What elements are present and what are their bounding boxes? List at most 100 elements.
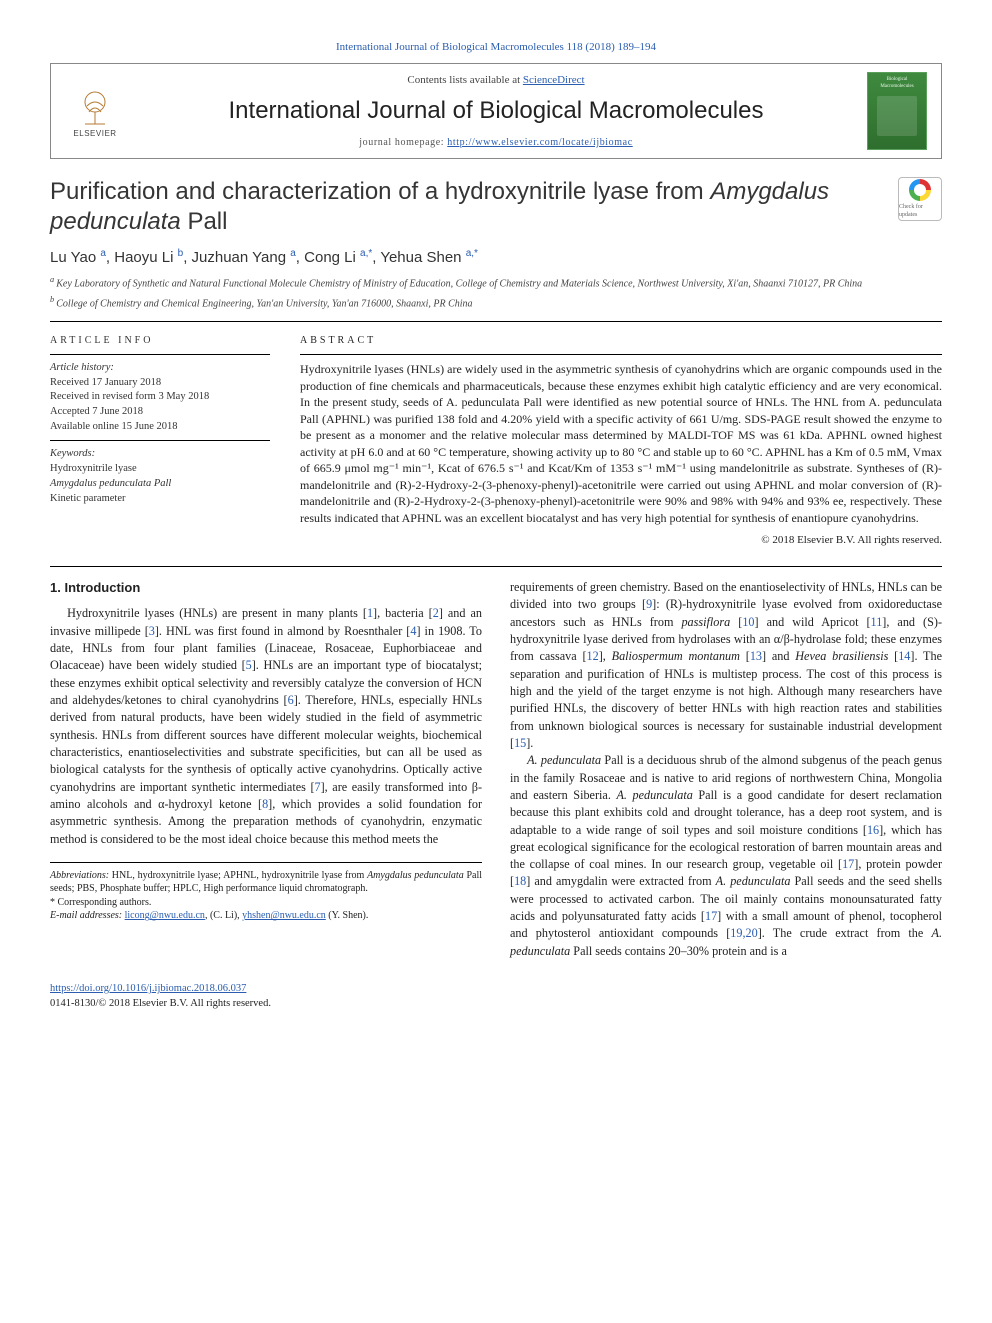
sep3: , xyxy=(296,249,304,266)
history-label: Article history: xyxy=(50,362,114,373)
abstract-body: Hydroxynitrile lyases (HNLs) are widely … xyxy=(300,361,942,526)
author-5-sup[interactable]: a,* xyxy=(466,248,478,259)
elsevier-wordmark: ELSEVIER xyxy=(73,128,116,139)
t: ], xyxy=(599,649,612,663)
ref-1920[interactable]: 19,20 xyxy=(730,926,757,940)
contents-prefix: Contents lists available at xyxy=(407,74,522,86)
t: ]. The separation and purification of HN… xyxy=(510,649,942,750)
ref-13[interactable]: 13 xyxy=(750,649,762,663)
cover-image-icon xyxy=(877,96,917,136)
t: ]. HNL was first found in almond by Roes… xyxy=(155,624,411,638)
abstract-heading: ABSTRACT xyxy=(300,334,942,348)
ref-12[interactable]: 12 xyxy=(587,649,599,663)
sciencedirect-link[interactable]: ScienceDirect xyxy=(523,74,585,86)
page-footer: https://doi.org/10.1016/j.ijbiomac.2018.… xyxy=(50,982,942,1011)
top-citation-link[interactable]: International Journal of Biological Macr… xyxy=(50,40,942,55)
check-updates-label: Check for updates xyxy=(899,203,941,220)
keyword-1: Hydroxynitrile lyase xyxy=(50,462,270,477)
t: ]. Therefore, HNLs, especially HNLs deri… xyxy=(50,693,482,794)
author-4-sup[interactable]: a,* xyxy=(360,248,372,259)
abbrev-line: Abbreviations: HNL, hydroxynitrile lyase… xyxy=(50,869,482,896)
intro-p1-right: requirements of green chemistry. Based o… xyxy=(510,579,942,752)
t: Hydroxynitrile lyases (HNLs) are present… xyxy=(67,606,367,620)
issn-line: 0141-8130/© 2018 Elsevier B.V. All right… xyxy=(50,997,942,1012)
abbrev-body: HNL, hydroxynitrile lyase; APHNL, hydrox… xyxy=(109,870,367,881)
author-3: Juzhuan Yang xyxy=(192,249,287,266)
ital-passiflora: passiflora xyxy=(681,615,730,629)
email2-post: (Y. Shen). xyxy=(326,910,369,921)
article-info-heading: ARTICLE INFO xyxy=(50,334,270,348)
intro-p2-right: A. pedunculata Pall is a deciduous shrub… xyxy=(510,752,942,960)
t: ] and amygdalin were extracted from xyxy=(526,874,715,888)
divider-top xyxy=(50,321,942,322)
journal-header: ELSEVIER Contents lists available at Sci… xyxy=(50,63,942,159)
intro-heading: 1. Introduction xyxy=(50,579,482,597)
t: ] and xyxy=(762,649,795,663)
affiliation-b: b College of Chemistry and Chemical Engi… xyxy=(50,294,942,311)
history-online: Available online 15 June 2018 xyxy=(50,420,270,435)
cover-label-1: Biological xyxy=(887,76,908,83)
ref-14[interactable]: 14 xyxy=(898,649,910,663)
ital-apall-1: A. pedunculata xyxy=(527,753,601,767)
footnotes: Abbreviations: HNL, hydroxynitrile lyase… xyxy=(50,862,482,923)
keywords-label: Keywords: xyxy=(50,448,95,459)
ref-15[interactable]: 15 xyxy=(514,736,526,750)
t: [ xyxy=(740,649,750,663)
t: ] and wild Apricot [ xyxy=(755,615,871,629)
history-received: Received 17 January 2018 xyxy=(50,376,270,391)
author-5: Yehua Shen xyxy=(380,249,461,266)
sep1: , xyxy=(106,249,114,266)
intro-p1-left: Hydroxynitrile lyases (HNLs) are present… xyxy=(50,605,482,848)
abstract-copyright: © 2018 Elsevier B.V. All rights reserved… xyxy=(300,533,942,548)
affil-a-text: Key Laboratory of Synthetic and Natural … xyxy=(56,279,862,290)
keyword-2: Amygdalus pedunculata Pall xyxy=(50,477,270,492)
title-suffix: Pall xyxy=(181,208,228,235)
elsevier-tree-icon xyxy=(73,84,117,128)
author-2: Haoyu Li xyxy=(114,249,173,266)
t: ], bacteria [ xyxy=(373,606,433,620)
ref-18[interactable]: 18 xyxy=(514,874,526,888)
ital-apall-3: A. pedunculata xyxy=(716,874,791,888)
abstract-block: ABSTRACT Hydroxynitrile lyases (HNLs) ar… xyxy=(300,334,942,548)
left-column: 1. Introduction Hydroxynitrile lyases (H… xyxy=(50,579,482,960)
author-4: Cong Li xyxy=(304,249,356,266)
doi-link[interactable]: https://doi.org/10.1016/j.ijbiomac.2018.… xyxy=(50,983,246,994)
ital-hevea: Hevea brasiliensis xyxy=(795,649,888,663)
email-2[interactable]: yhshen@nwu.edu.cn xyxy=(242,910,326,921)
crossmark-icon xyxy=(909,179,931,201)
contents-line: Contents lists available at ScienceDirec… xyxy=(139,73,853,88)
journal-homepage-line: journal homepage: http://www.elsevier.co… xyxy=(139,136,853,150)
t: ]. The crude extract from the xyxy=(758,926,932,940)
affil-b-text: College of Chemistry and Chemical Engine… xyxy=(56,298,472,309)
check-updates-badge[interactable]: Check for updates xyxy=(898,177,942,221)
email-1[interactable]: licong@nwu.edu.cn xyxy=(125,910,205,921)
title-part-1: Purification and characterization of a h… xyxy=(50,178,710,205)
article-title: Purification and characterization of a h… xyxy=(50,177,884,237)
divider-mid xyxy=(50,566,942,567)
elsevier-logo: ELSEVIER xyxy=(65,76,125,146)
ital-apall-2: A. pedunculata xyxy=(616,788,692,802)
corr-author-line: * Corresponding authors. xyxy=(50,896,482,910)
t: ]. xyxy=(526,736,533,750)
t: [ xyxy=(730,615,742,629)
sep2: , xyxy=(183,249,191,266)
cover-label-2: Macromolecules xyxy=(880,83,913,90)
ref-17a[interactable]: 17 xyxy=(842,857,854,871)
author-list: Lu Yao a, Haoyu Li b, Juzhuan Yang a, Co… xyxy=(50,247,942,268)
ref-11[interactable]: 11 xyxy=(871,615,883,629)
history-revised: Received in revised form 3 May 2018 xyxy=(50,390,270,405)
history-accepted: Accepted 7 June 2018 xyxy=(50,405,270,420)
email-label: E-mail addresses: xyxy=(50,910,125,921)
journal-cover-thumb: Biological Macromolecules xyxy=(867,72,927,150)
homepage-label: journal homepage: xyxy=(359,137,447,148)
journal-title: International Journal of Biological Macr… xyxy=(139,94,853,128)
affiliation-a: a Key Laboratory of Synthetic and Natura… xyxy=(50,274,942,291)
ref-16[interactable]: 16 xyxy=(867,823,879,837)
homepage-link[interactable]: http://www.elsevier.com/locate/ijbiomac xyxy=(447,137,633,148)
abbrev-ital: Amygdalus pedunculata xyxy=(367,870,464,881)
abbrev-label: Abbreviations: xyxy=(50,870,109,881)
ref-10[interactable]: 10 xyxy=(742,615,754,629)
ref-17b[interactable]: 17 xyxy=(705,909,717,923)
t: Pall seeds contains 20–30% protein and i… xyxy=(570,944,787,958)
author-1: Lu Yao xyxy=(50,249,96,266)
